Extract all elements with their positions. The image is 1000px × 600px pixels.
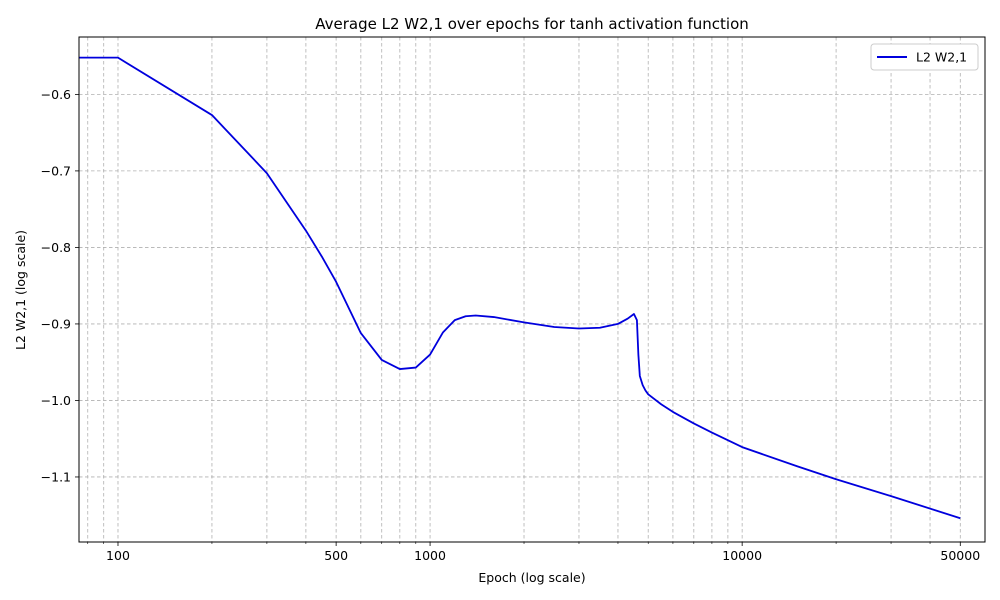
- x-tick-label: 50000: [940, 548, 980, 563]
- y-tick-label: −1.1: [41, 469, 71, 484]
- x-tick-label: 10000: [722, 548, 762, 563]
- x-tick-label: 100: [106, 548, 130, 563]
- y-tick-label: −0.9: [41, 316, 71, 331]
- x-tick-label: 500: [324, 548, 348, 563]
- series-layer: [79, 56, 961, 520]
- chart-title: Average L2 W2,1 over epochs for tanh act…: [315, 15, 749, 33]
- x-axis-label: Epoch (log scale): [478, 570, 585, 585]
- y-axis-label: L2 W2,1 (log scale): [13, 230, 28, 350]
- y-tick-label: −0.8: [41, 240, 71, 255]
- x-axis-ticks: 100 500 1000 10000 50000: [87, 542, 980, 563]
- grid: [79, 37, 985, 542]
- y-tick-label: −0.7: [41, 163, 71, 178]
- plot-frame: [78, 36, 986, 543]
- y-axis-ticks: −0.6 −0.7 −0.8 −0.9 −1.0 −1.1: [41, 87, 79, 484]
- legend: L2 W2,1: [870, 43, 979, 71]
- x-tick-label: 1000: [414, 548, 446, 563]
- y-tick-label: −0.6: [41, 87, 71, 102]
- legend-box: [870, 43, 979, 71]
- series-line: [79, 56, 961, 520]
- y-tick-label: −1.0: [41, 393, 71, 408]
- legend-label: L2 W2,1: [916, 50, 967, 65]
